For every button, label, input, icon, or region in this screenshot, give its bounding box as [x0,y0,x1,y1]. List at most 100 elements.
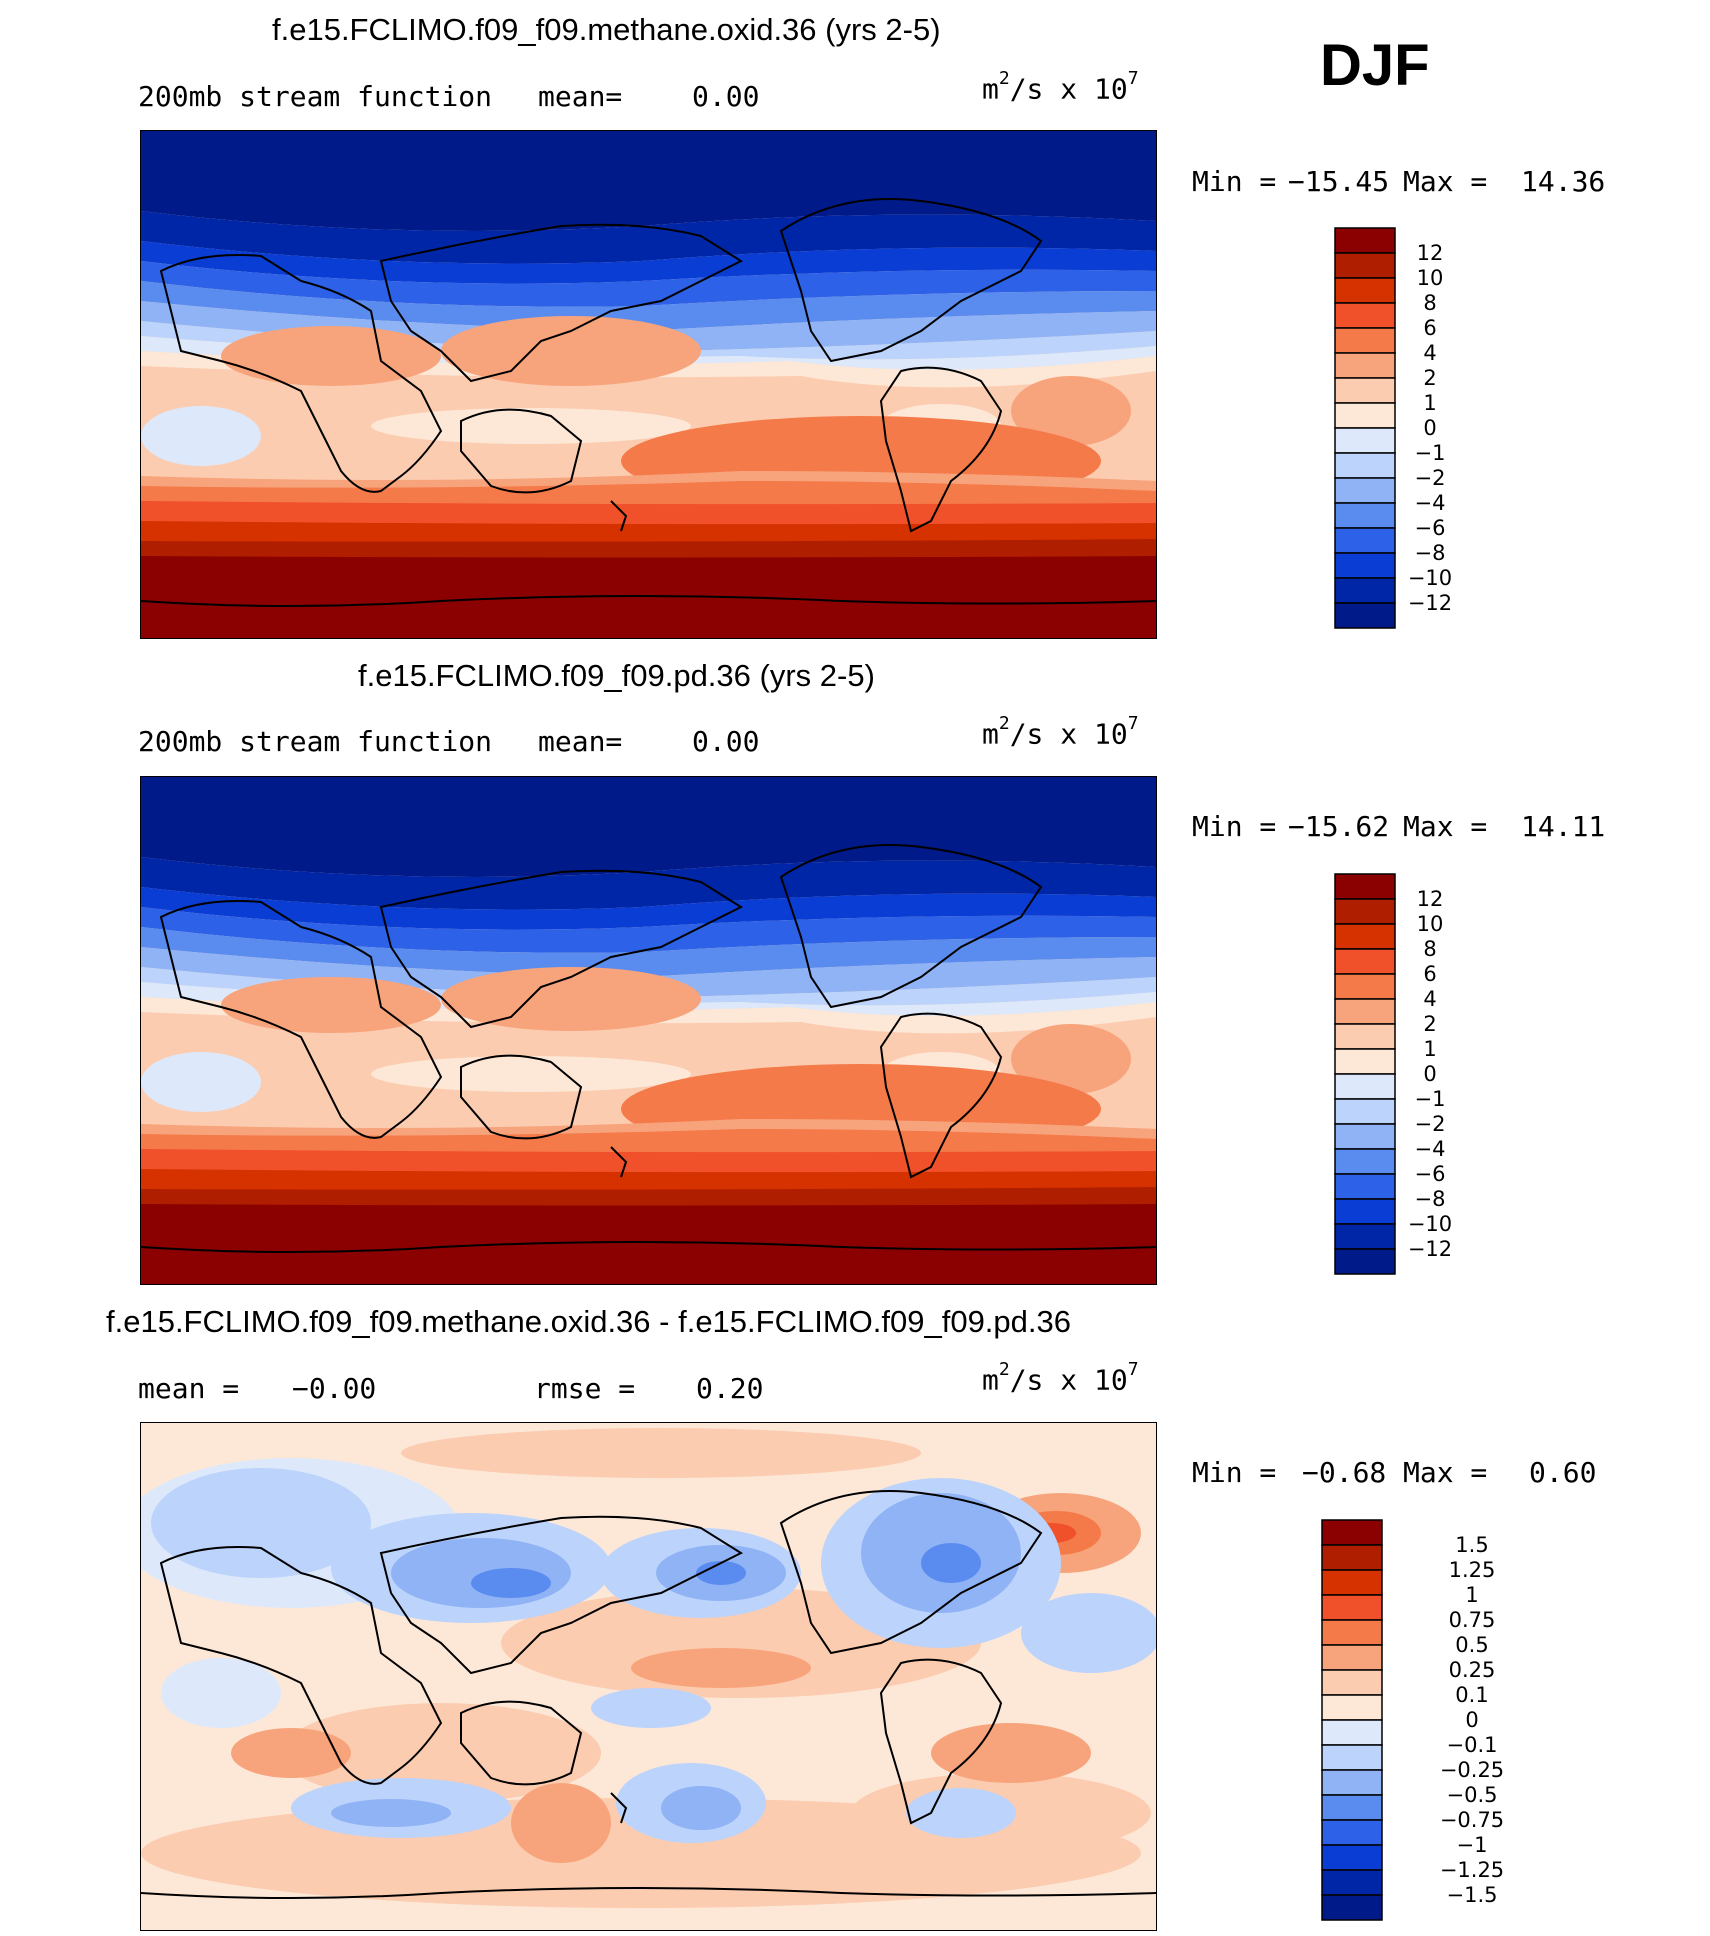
panel1-mean-value: 0.00 [692,80,759,113]
colorbar-tick-label: 1 [1423,1037,1436,1061]
panel3-mean-value: −0.00 [292,1372,376,1405]
panel3-min-value: −0.68 [1302,1456,1386,1489]
colorbar-tick-label: −1 [1457,1833,1488,1857]
colorbar-box [1335,999,1395,1024]
colorbar-box [1335,553,1395,578]
panel1-units: m2/s x 107 [982,72,1139,105]
colorbar-box [1335,378,1395,403]
colorbar-box [1335,328,1395,353]
colorbar-box [1335,1199,1395,1224]
colorbar-tick-label: −0.1 [1447,1733,1498,1757]
colorbar-tick-label: 12 [1417,241,1444,265]
season-label: DJF [1320,32,1430,99]
colorbar-box [1335,924,1395,949]
colorbar-tick-label: 0.1 [1455,1683,1488,1707]
colorbar-tick-label: −12 [1408,1237,1452,1261]
panel3-max-label: Max = [1403,1456,1487,1489]
panel2-units: m2/s x 107 [982,717,1139,750]
colorbar-tick-label: 2 [1423,366,1436,390]
panel3-colorbar-svg: 1.51.2510.750.50.250.10−0.1−0.25−0.5−0.7… [1322,1520,1552,1922]
panel3-mean-label: mean = [138,1372,239,1405]
colorbar-box [1322,1670,1382,1695]
panel3-rmse-label: rmse = [534,1372,635,1405]
panel1-field-label: 200mb stream function [138,80,492,113]
colorbar-tick-label: 0.75 [1449,1608,1496,1632]
colorbar-tick-label: −2 [1415,466,1446,490]
panel3-map [140,1422,1157,1931]
panel3-units: m2/s x 107 [982,1363,1139,1396]
colorbar-box [1335,874,1395,899]
colorbar-box [1335,603,1395,628]
panel1-title: f.e15.FCLIMO.f09_f09.methane.oxid.36 (yr… [272,12,941,48]
colorbar-tick-label: −2 [1415,1112,1446,1136]
colorbar-box [1335,528,1395,553]
panel2-max-value: 14.11 [1521,810,1605,843]
colorbar-tick-label: 0 [1423,1062,1436,1086]
colorbar-box [1335,578,1395,603]
colorbar-box [1322,1895,1382,1920]
colorbar-box [1322,1770,1382,1795]
panel1-max-label: Max = [1403,165,1487,198]
colorbar-box [1335,974,1395,999]
colorbar-tick-label: −0.5 [1447,1783,1498,1807]
colorbar-box [1335,228,1395,253]
colorbar-tick-label: 8 [1423,937,1436,961]
colorbar-box [1335,1149,1395,1174]
colorbar-tick-label: −8 [1415,1187,1446,1211]
colorbar-box [1335,1049,1395,1074]
colorbar-tick-label: −1 [1415,441,1446,465]
colorbar-box [1335,1074,1395,1099]
panel3-max-value: 0.60 [1529,1456,1596,1489]
colorbar-box [1335,1224,1395,1249]
colorbar-box [1322,1595,1382,1620]
colorbar-tick-label: 1 [1423,391,1436,415]
colorbar-tick-label: 2 [1423,1012,1436,1036]
colorbar-tick-label: −4 [1415,1137,1446,1161]
panel2-mean-value: 0.00 [692,725,759,758]
colorbar-box [1322,1695,1382,1720]
colorbar-tick-label: 0 [1465,1708,1478,1732]
colorbar-box [1335,303,1395,328]
panel2-map [140,776,1157,1285]
colorbar-box [1322,1745,1382,1770]
panel3-title: f.e15.FCLIMO.f09_f09.methane.oxid.36 - f… [106,1304,1071,1340]
colorbar-tick-label: −6 [1415,516,1446,540]
colorbar-box [1335,503,1395,528]
colorbar-tick-label: 12 [1417,887,1444,911]
colorbar-box [1335,1024,1395,1049]
colorbar-box [1322,1720,1382,1745]
colorbar-tick-label: 6 [1423,316,1436,340]
panel1-min-label: Min = [1192,165,1276,198]
colorbar-box [1335,428,1395,453]
colorbar-box [1322,1820,1382,1845]
colorbar-tick-label: 1.25 [1449,1558,1496,1582]
colorbar-box [1335,1099,1395,1124]
panel1-colorbar: 12 10 8 6 4 2 1 0 −1 −2 −4 −6 −8 −10 −12 [1335,228,1535,630]
colorbar-box [1335,1124,1395,1149]
colorbar-box [1335,949,1395,974]
colorbar-box [1322,1520,1382,1545]
colorbar-box [1335,1174,1395,1199]
panel2-colorbar: 12 10 8 6 4 2 1 0 −1 −2 −4 −6 −8 −10 −12 [1335,874,1535,1276]
panel2-mean-label: mean= [538,725,622,758]
panel3-min-label: Min = [1192,1456,1276,1489]
colorbar-box [1322,1570,1382,1595]
colorbar-box [1322,1870,1382,1895]
panel2-max-label: Max = [1403,810,1487,843]
panel2-min-label: Min = [1192,810,1276,843]
colorbar-box [1335,1249,1395,1274]
colorbar-tick-label: −10 [1408,1212,1452,1236]
panel2-min-value: −15.62 [1288,810,1389,843]
colorbar-tick-label: −10 [1408,566,1452,590]
colorbar-box [1335,353,1395,378]
colorbar-box [1322,1845,1382,1870]
colorbar-tick-label: 1 [1465,1583,1478,1607]
colorbar-tick-label: 0.5 [1455,1633,1488,1657]
colorbar-tick-label: −1.5 [1447,1883,1498,1907]
colorbar-tick-label: 0.25 [1449,1658,1496,1682]
panel2-field-label: 200mb stream function [138,725,492,758]
colorbar-box [1322,1620,1382,1645]
colorbar-tick-label: 10 [1417,266,1444,290]
